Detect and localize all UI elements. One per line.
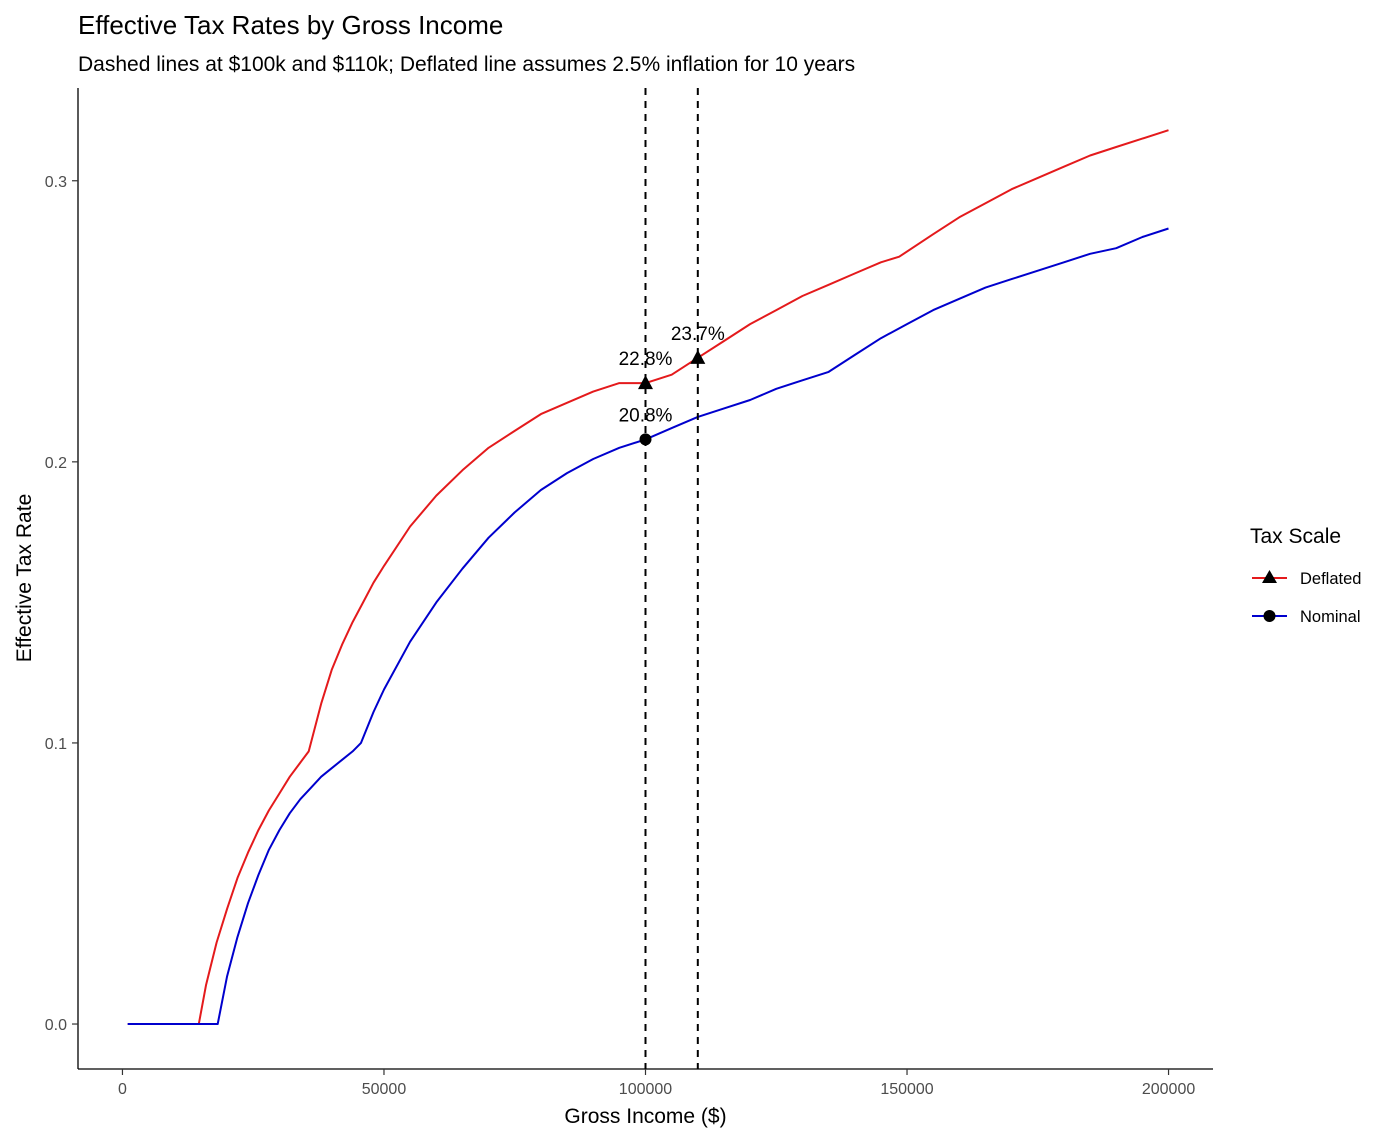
point-marker-nominal-100000 — [639, 433, 652, 446]
point-marker-deflated-110000 — [690, 349, 706, 364]
chart-subtitle: Dashed lines at $100k and $110k; Deflate… — [78, 53, 855, 76]
legend-circle-icon — [1263, 610, 1276, 622]
legend-title: Tax Scale — [1250, 525, 1341, 548]
legend-item-nominal: Nominal — [1252, 608, 1361, 626]
legend: Tax Scale Deflated Nominal — [1250, 525, 1361, 626]
x-axis-title: Gross Income ($) — [564, 1105, 726, 1128]
plot-area: 22.8% 23.7% 20.8% — [127, 88, 1169, 1069]
y-tick-label: 0.1 — [45, 736, 67, 753]
legend-triangle-icon — [1262, 570, 1277, 583]
y-ticks: 0.0 0.1 0.2 0.3 — [45, 174, 78, 1034]
y-axis-title: Effective Tax Rate — [13, 494, 36, 662]
legend-item-deflated: Deflated — [1252, 570, 1361, 588]
legend-label-deflated: Deflated — [1300, 570, 1361, 588]
y-tick-label: 0.3 — [45, 174, 67, 191]
x-tick-label: 50000 — [362, 1081, 407, 1098]
x-tick-label: 200000 — [1142, 1081, 1195, 1098]
point-label-deflated-110000: 23.7% — [671, 324, 725, 345]
point-label-nominal-100000: 20.8% — [619, 405, 673, 426]
y-tick-label: 0.2 — [45, 455, 67, 472]
x-tick-label: 150000 — [880, 1081, 933, 1098]
legend-label-nominal: Nominal — [1300, 608, 1361, 626]
x-ticks: 0 50000 100000 150000 200000 — [118, 1069, 1195, 1098]
point-label-deflated-100000: 22.8% — [619, 349, 673, 370]
y-tick-label: 0.0 — [45, 1017, 67, 1034]
series-line-nominal — [127, 227, 1169, 1025]
chart-title: Effective Tax Rates by Gross Income — [78, 10, 503, 40]
series-line-deflated — [127, 129, 1169, 1025]
x-tick-label: 100000 — [619, 1081, 672, 1098]
point-marker-deflated-100000 — [638, 375, 653, 390]
x-tick-label: 0 — [118, 1081, 127, 1098]
